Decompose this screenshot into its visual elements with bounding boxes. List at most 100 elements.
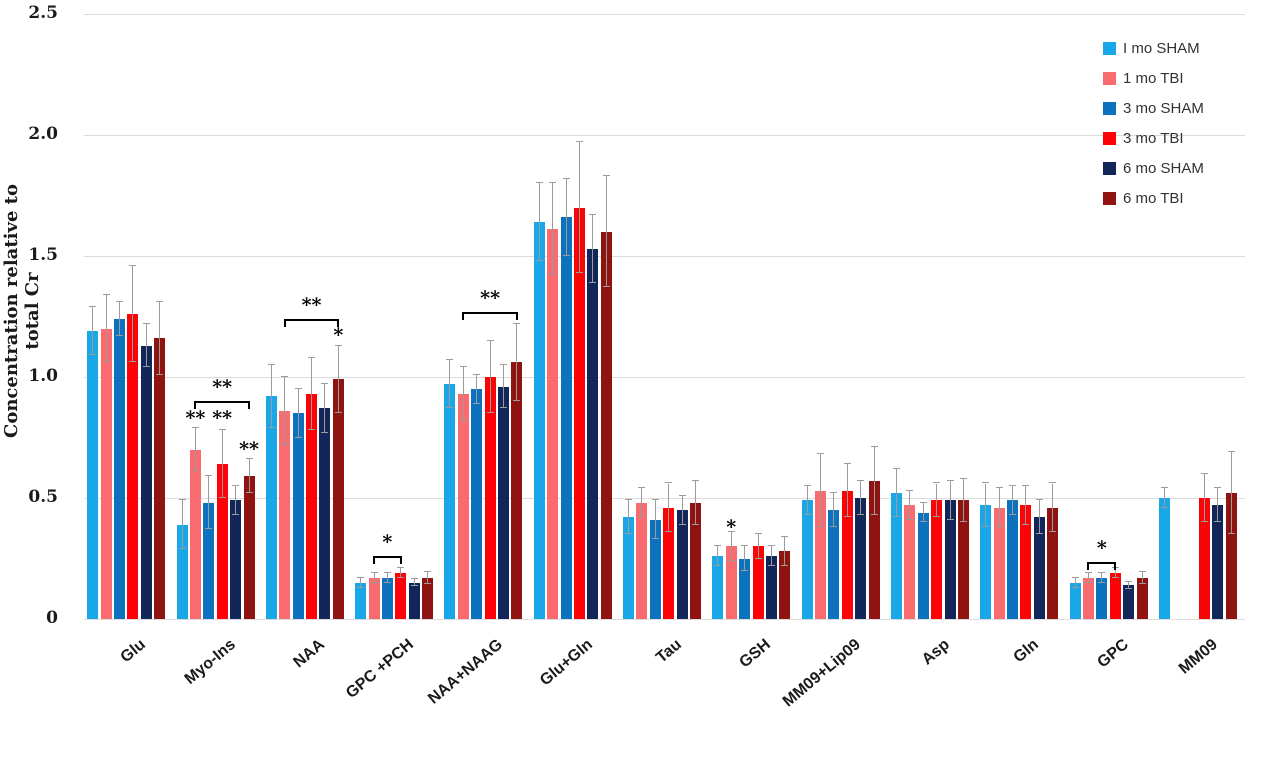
bar-myo-ins-6-mo-sham (230, 500, 242, 619)
error-bar-cap (218, 497, 226, 498)
bar-gpc-pch-6-mo-sham (408, 582, 420, 619)
error-bar-cap (602, 175, 610, 177)
error-bar-cap (727, 530, 735, 532)
error-bar (846, 464, 848, 518)
bar-glu-6-mo-tbi (154, 338, 166, 619)
error-bar (578, 142, 580, 273)
error-bar-cap (1214, 487, 1222, 489)
error-bar-cap (129, 361, 137, 363)
error-bar-cap (817, 453, 824, 455)
error-bar-cap (870, 446, 878, 448)
bar-naa-3-mo-tbi (306, 393, 317, 619)
error-bar-cap (535, 259, 543, 261)
bar-naa-naag-1-mo-tbi (457, 393, 469, 619)
error-bar-cap (1160, 506, 1168, 508)
bar-naa-6-mo-sham (319, 408, 331, 619)
bar-naa-i-mo-sham (265, 396, 277, 619)
error-bar-cap (946, 518, 954, 520)
error-bar-cap (754, 533, 762, 535)
error-bar (962, 478, 964, 523)
error-bar-cap (1160, 487, 1168, 489)
error-bar-cap (232, 513, 240, 515)
error-bar-cap (906, 518, 914, 520)
error-bar (1074, 577, 1076, 588)
error-bar (1230, 452, 1232, 535)
error-bar-cap (665, 530, 673, 532)
legend-swatch (1103, 131, 1116, 145)
error-bar-cap (692, 523, 699, 525)
error-bar (413, 579, 415, 587)
significance-star: ** (185, 406, 206, 429)
error-bar (194, 427, 196, 472)
bar-mm09-lip09-3-mo-sham (828, 510, 840, 619)
error-bar-cap (1138, 582, 1146, 584)
y-axis-title: Concentration relative to total Cr (1, 184, 43, 438)
legend-label: 3 mo TBI (1123, 129, 1184, 147)
bar-mm09-3-mo-tbi (1199, 498, 1210, 619)
error-bar-cap (781, 564, 789, 566)
error-bar-cap (178, 499, 186, 501)
error-bar (730, 531, 732, 561)
bar-myo-ins-6-mo-tbi (243, 476, 255, 619)
y-tick-label: 2.5 (28, 3, 58, 23)
bar-tau-1-mo-tbi (636, 502, 648, 619)
error-bar-cap (410, 585, 418, 587)
error-bar-cap (357, 576, 365, 578)
bar-gpc-pch-6-mo-tbi (422, 577, 434, 619)
error-bar-cap (245, 458, 253, 460)
legend-item-6-mo-sham: 6 mo SHAM (1103, 153, 1204, 183)
error-bar-cap (178, 547, 186, 549)
error-bar (654, 500, 656, 540)
error-bar (909, 490, 911, 520)
error-bar-cap (857, 480, 865, 482)
error-bar-cap (906, 489, 914, 491)
bar-gpc-pch-i-mo-sham (355, 582, 367, 619)
error-bar-cap (638, 516, 646, 518)
y-tick-label: 1.0 (28, 366, 58, 386)
error-bar-cap (919, 501, 927, 503)
error-bar (1038, 500, 1040, 535)
error-bar-cap (513, 400, 521, 402)
bar-gpc-3-mo-sham (1096, 577, 1108, 619)
error-bar (1217, 488, 1219, 523)
error-bar-cap (424, 570, 432, 572)
bar-gln-i-mo-sham (980, 505, 992, 619)
error-bar-cap (562, 177, 570, 179)
bar-tau-3-mo-sham (649, 519, 661, 619)
error-bar (1141, 571, 1143, 584)
error-bar (337, 345, 339, 414)
bar-mm09-6-mo-sham (1212, 505, 1224, 619)
error-bar-cap (1098, 572, 1106, 574)
significance-star: ** (212, 406, 233, 429)
error-bar-cap (321, 383, 329, 385)
bar-gpc-6-mo-sham (1123, 585, 1135, 619)
error-bar-cap (714, 545, 722, 547)
error-bar-cap (308, 356, 315, 358)
bar-naa-naag-6-mo-tbi (511, 362, 523, 619)
error-bar-cap (89, 354, 97, 356)
error-bar (806, 485, 808, 515)
error-bar-cap (1035, 533, 1043, 535)
error-bar-cap (1009, 484, 1016, 486)
error-bar-cap (142, 366, 150, 368)
error-bar-cap (1201, 472, 1208, 474)
error-bar-cap (486, 339, 494, 341)
legend-item-3-mo-sham: 3 mo SHAM (1103, 93, 1204, 123)
error-bar (360, 577, 362, 588)
error-bar (757, 534, 759, 559)
legend-item-6-mo-tbi: 6 mo TBI (1103, 183, 1204, 213)
bar-myo-ins-i-mo-sham (176, 524, 188, 619)
bar-glu-i-mo-sham (87, 331, 99, 619)
bar-naa-3-mo-sham (292, 413, 304, 619)
error-bar-cap (1138, 570, 1146, 572)
error-bar (311, 357, 312, 431)
bar-mm09-lip09-1-mo-tbi (815, 490, 826, 619)
error-bar-cap (589, 213, 597, 215)
bar-asp-3-mo-sham (917, 512, 929, 619)
y-tick-label: 2.0 (28, 124, 58, 144)
bar-gln-3-mo-tbi (1020, 505, 1032, 619)
error-bar (936, 483, 938, 518)
error-bar-cap (334, 344, 342, 346)
error-bar (427, 571, 429, 584)
error-bar (860, 481, 862, 515)
